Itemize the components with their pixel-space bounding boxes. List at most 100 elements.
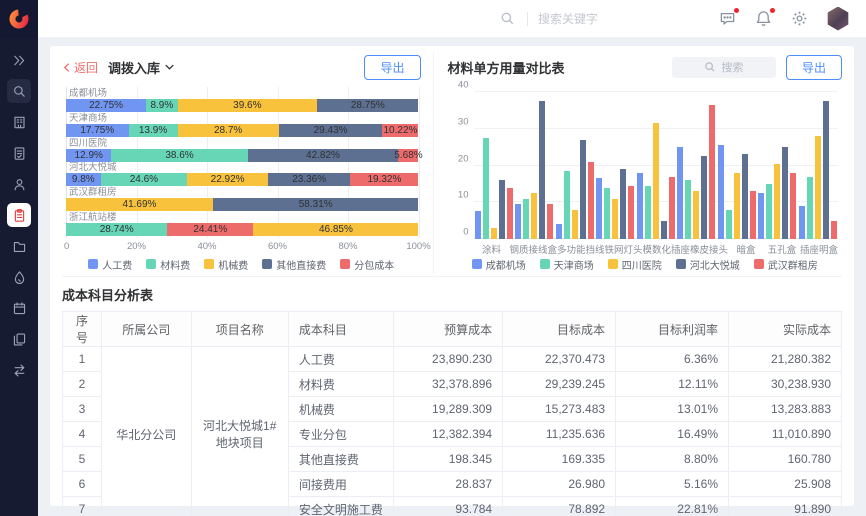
x-tick-label: 插座明盒 xyxy=(799,245,838,256)
legend-item[interactable]: 其他直接费 xyxy=(262,257,326,272)
cell-margin: 13.01% xyxy=(615,396,729,422)
cell-actual: 13,283.883 xyxy=(728,396,842,422)
stacked-bar-row: 浙江航站楼 28.74% 24.41% 46.85% xyxy=(66,212,419,236)
cell-target: 15,273.483 xyxy=(502,396,617,422)
legend-item[interactable]: 分包成本 xyxy=(340,257,394,272)
search-placeholder[interactable]: 搜索关键字 xyxy=(537,12,598,26)
cost-table-body: 1 华北分公司 河北大悦城1#地块项目 人工费 23,890.230 22,370.473… xyxy=(62,346,842,516)
grouped-chart-x-axis: 涂料 钢质接线盒 多功能挡线 铁网灯头 模数化插座 橡皮接头 暗盒 五孔盒 插座明盒 xyxy=(474,242,838,256)
legend-item[interactable]: 四川医院 xyxy=(607,257,662,272)
y-tick-label: 10 xyxy=(457,189,469,201)
legend-swatch xyxy=(753,259,764,269)
bar xyxy=(531,193,538,239)
search-icon xyxy=(499,10,517,28)
page-title-dropdown[interactable]: 调拨入库 xyxy=(108,58,174,77)
sidebar-item-search[interactable] xyxy=(7,79,31,103)
main-area: 搜索关键字 xyxy=(38,0,866,516)
table-row[interactable]: 5 其他直接费 198.345 169.335 8.80% 160.780 xyxy=(62,446,842,472)
sidebar-item-material[interactable] xyxy=(7,265,31,289)
bell-icon[interactable] xyxy=(754,7,775,28)
cell-no: 1 xyxy=(62,346,102,372)
bar xyxy=(660,220,667,239)
bar xyxy=(806,176,813,239)
legend-swatch xyxy=(88,259,99,269)
avatar[interactable] xyxy=(827,6,849,31)
cell-margin: 8.80% xyxy=(615,446,729,472)
cell-target: 29,239.245 xyxy=(502,371,617,397)
bar xyxy=(539,101,546,239)
sidebar-item-report[interactable] xyxy=(7,141,31,165)
bar xyxy=(620,169,627,239)
stacked-bar-segment: 22.75% xyxy=(66,99,147,112)
bar xyxy=(652,123,659,239)
sidebar-item-member[interactable] xyxy=(7,172,31,196)
stacked-bar-row: 武汉群租房 41.69% 58.31% xyxy=(66,187,419,212)
page-content: 返回 调拨入库 导出 成都机场 22.75% 8.9% 39.6% 28.75% 天津商场… xyxy=(38,38,866,516)
legend-swatch xyxy=(146,259,157,269)
gridline xyxy=(277,87,279,238)
x-tick-label: 模数化插座 xyxy=(642,245,691,256)
stacked-bar-segment: 39.6% xyxy=(177,99,318,112)
table-row[interactable]: 1 华北分公司 河北大悦城1#地块项目 人工费 23,890.230 22,370.473… xyxy=(62,346,842,516)
cell-target: 26.980 xyxy=(502,471,617,497)
material-search-input[interactable]: 搜索 xyxy=(671,56,776,78)
cell-target: 78.892 xyxy=(502,496,617,516)
cell-subject: 机械费 xyxy=(287,396,395,422)
table-row[interactable]: 3 机械费 19,289.309 15,273.483 13.01% 13,283.883 xyxy=(62,396,842,422)
app-logo[interactable] xyxy=(0,0,38,38)
cell-margin: 16.49% xyxy=(615,421,729,447)
legend-item[interactable]: 材料费 xyxy=(146,257,190,272)
legend-item[interactable]: 人工费 xyxy=(88,257,132,272)
legend-item[interactable]: 武汉群租房 xyxy=(753,257,818,272)
bar xyxy=(628,185,635,239)
x-tick-label: 暗盒 xyxy=(736,245,756,256)
transfer-export-button[interactable]: 导出 xyxy=(364,54,421,80)
sidebar-item-cost[interactable] xyxy=(7,203,31,227)
sidebar-item-expand[interactable] xyxy=(7,48,31,72)
sidebar-item-folder[interactable] xyxy=(7,234,31,258)
stacked-bar-row: 河北大悦城 9.8% 24.6% 22.92% 23.36% 19.32% xyxy=(66,162,419,187)
legend-swatch xyxy=(262,259,273,269)
sidebar-item-schedule[interactable] xyxy=(7,296,31,320)
bar xyxy=(668,176,675,239)
bar xyxy=(555,224,562,239)
legend-swatch xyxy=(204,259,215,269)
building-icon xyxy=(13,116,25,128)
legend-item[interactable]: 成都机场 xyxy=(471,257,526,272)
x-tick-label: 橡皮接头 xyxy=(690,245,729,256)
stacked-bar-segment: 10.22% xyxy=(382,123,419,137)
bar xyxy=(490,227,497,239)
y-tick-label: 0 xyxy=(463,226,469,238)
table-row[interactable]: 4 专业分包 12,382.394 11,235.636 16.49% 11,010.89… xyxy=(62,421,842,447)
sidebar-item-company[interactable] xyxy=(7,110,31,134)
bar xyxy=(515,204,522,239)
stacked-bar-segment: 38.6% xyxy=(111,148,248,162)
column-header: 预算成本 xyxy=(393,311,504,347)
bar xyxy=(741,154,748,239)
column-header: 目标利润率 xyxy=(615,311,729,347)
category-label: 河北大悦城 xyxy=(69,162,117,174)
legend-item[interactable]: 天津商场 xyxy=(539,257,594,272)
gear-icon[interactable] xyxy=(790,10,808,28)
global-search[interactable]: 搜索关键字 xyxy=(499,10,598,28)
bar xyxy=(604,187,611,239)
legend-item[interactable]: 机械费 xyxy=(204,257,248,272)
bar xyxy=(766,183,773,239)
message-icon[interactable] xyxy=(718,7,739,28)
table-row[interactable]: 2 材料费 32,378.896 29,239.245 12.11% 30,238.930 xyxy=(62,371,842,397)
column-header: 成本科目 xyxy=(287,311,395,347)
back-button[interactable]: 返回 xyxy=(62,59,98,76)
stacked-bar-segment: 28.7% xyxy=(177,123,279,137)
bar xyxy=(749,191,756,239)
sidebar-item-docs[interactable] xyxy=(7,327,31,351)
sidebar-menu xyxy=(7,48,31,382)
category-label: 四川医院 xyxy=(69,137,108,149)
sidebar-item-transfer[interactable] xyxy=(7,358,31,382)
table-row[interactable]: 7 安全文明施工费 93.784 78.892 22.81% 91.890 xyxy=(62,496,842,516)
legend-item[interactable]: 河北大悦城 xyxy=(675,257,740,272)
stacked-bar-segment: 5.68% xyxy=(394,148,423,162)
material-export-button[interactable]: 导出 xyxy=(785,54,842,80)
column-header: 目标成本 xyxy=(502,311,617,347)
search-icon xyxy=(13,85,25,97)
